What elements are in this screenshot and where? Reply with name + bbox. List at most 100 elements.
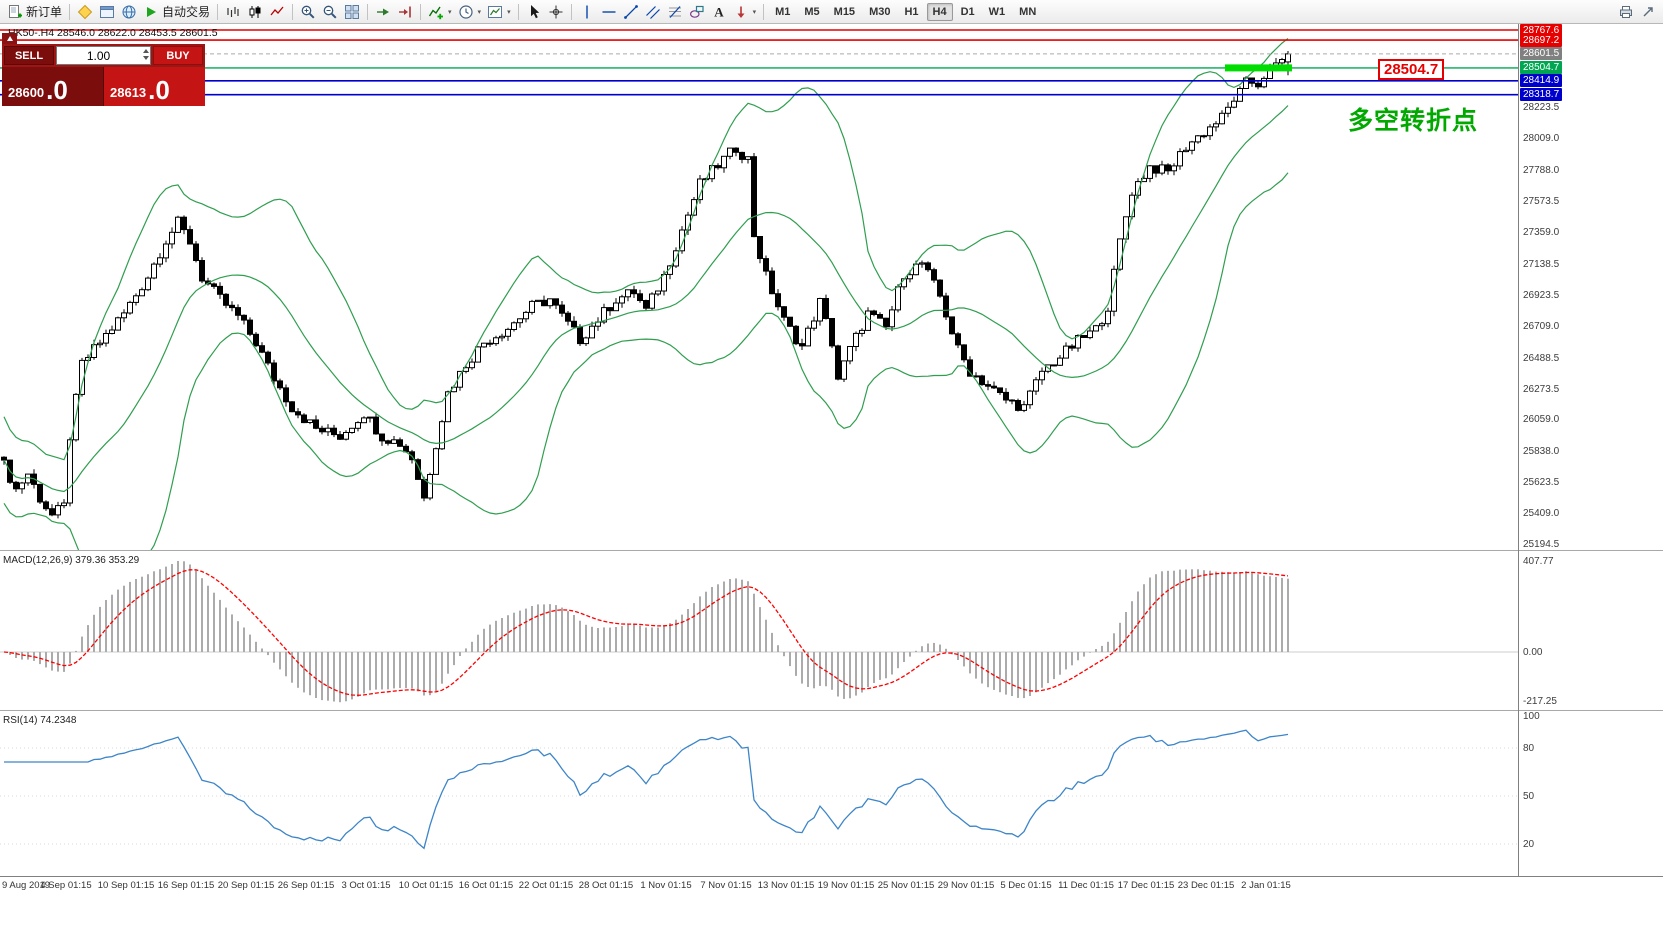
time-label: 7 Nov 01:15 — [700, 880, 752, 891]
timeframe-mn[interactable]: MN — [1019, 5, 1037, 18]
cursor-button[interactable] — [523, 0, 545, 24]
templates-button[interactable]: ▾ — [484, 0, 514, 24]
chart-shift-button[interactable] — [394, 0, 416, 24]
time-label: 11 Dec 01:15 — [1058, 880, 1114, 891]
hlines-layer — [0, 29, 1518, 96]
linechart-icon — [269, 4, 285, 20]
dropdown-caret-icon[interactable]: ▾ — [448, 8, 452, 16]
trendline-button[interactable] — [620, 0, 642, 24]
fullscreen-button[interactable] — [1637, 0, 1659, 24]
macd-axis-tick: 0.00 — [1523, 647, 1543, 658]
buy-button[interactable]: BUY — [153, 46, 203, 65]
buy-price-main: 28613 — [110, 85, 147, 100]
volume-input[interactable] — [56, 46, 151, 65]
candlestick-chart-button[interactable] — [244, 0, 266, 24]
globe-icon — [121, 4, 137, 20]
time-label: 28 Oct 01:15 — [578, 880, 634, 891]
price-tick: 25194.5 — [1523, 539, 1560, 550]
chart-annotation-text: 多空转折点 — [1348, 107, 1479, 135]
terminal-button[interactable] — [96, 0, 118, 24]
timeframe-m1[interactable]: M1 — [775, 5, 791, 18]
line-chart-button[interactable] — [266, 0, 288, 24]
news-button[interactable] — [118, 0, 140, 24]
arrows-icon — [733, 4, 749, 20]
channel-button[interactable] — [642, 0, 664, 24]
vline-icon — [579, 4, 595, 20]
trendline-icon — [623, 4, 639, 20]
periods-button[interactable]: ▾ — [455, 0, 485, 24]
trade-panel-price-row: 28600 .0 28613 .0 — [2, 67, 205, 106]
buy-price-button[interactable]: 28613 .0 — [104, 67, 205, 106]
terminal-icon — [99, 4, 115, 20]
sell-price-button[interactable]: 28600 .0 — [2, 67, 104, 106]
text-icon: A — [711, 4, 727, 20]
print-button[interactable] — [1615, 0, 1637, 24]
price-axis[interactable]: 28223.5 28009.0 27788.0 27573.5 27359.0 27138… — [1519, 24, 1662, 877]
rsi-axis-tick: 20 — [1523, 839, 1535, 850]
fibonacci-button[interactable] — [664, 0, 686, 24]
hline-icon — [601, 4, 617, 20]
time-label: 4 Sep 01:15 — [40, 880, 92, 891]
sell-price-main: 28600 — [8, 85, 45, 100]
trade-panel-top-row: SELL BUY — [2, 44, 205, 67]
price-tick: 25623.5 — [1523, 477, 1560, 489]
dropdown-caret-icon[interactable]: ▾ — [507, 8, 511, 16]
macd-layer — [0, 561, 1518, 703]
time-label: 16 Sep 01:15 — [157, 880, 215, 891]
bars-icon — [225, 4, 241, 20]
price-tick: 27359.0 — [1523, 227, 1560, 238]
timeframe-h4[interactable]: H4 — [926, 2, 953, 21]
timeframe-d1[interactable]: D1 — [960, 5, 975, 18]
autotrading-button[interactable]: 自动交易 — [140, 0, 213, 24]
rsi-axis-tick: 80 — [1523, 743, 1535, 754]
volume-increase-icon[interactable] — [143, 49, 149, 53]
neworder-icon — [7, 4, 23, 20]
one-click-trade-panel: SELL BUY 28600 .0 28613 .0 — [2, 33, 205, 106]
tile-windows-button[interactable] — [341, 0, 363, 24]
crosshair-button[interactable] — [545, 0, 567, 24]
horizontal-line-button[interactable] — [598, 0, 620, 24]
toolbar-separator — [217, 3, 219, 20]
price-tick: 26709.0 — [1523, 320, 1560, 332]
sell-button[interactable]: SELL — [4, 46, 54, 65]
macd-axis-tick: -217.25 — [1523, 695, 1557, 707]
dropdown-caret-icon[interactable]: ▾ — [752, 8, 757, 16]
indicators-icon — [428, 4, 444, 20]
crosshair-icon — [548, 4, 564, 20]
time-label: 17 Dec 01:15 — [1117, 880, 1175, 891]
cursor-icon — [526, 4, 542, 20]
price-tick: 27788.0 — [1523, 165, 1560, 177]
time-label: 20 Sep 01:15 — [217, 880, 275, 891]
new-order-button[interactable]: 新订单 — [4, 0, 65, 24]
time-axis[interactable]: 9 Aug 2019 4 Sep 01:15 10 Sep 01:15 16 Sep … — [0, 878, 1663, 894]
timeframe-m15[interactable]: M15 — [833, 5, 856, 18]
time-label: 2 Jan 01:15 — [1241, 880, 1291, 891]
indicators-button[interactable]: ▾ — [425, 0, 455, 24]
fibo-icon — [667, 4, 683, 20]
time-label: 5 Dec 01:15 — [1000, 880, 1052, 891]
metaeditor-button[interactable] — [74, 0, 96, 24]
timeframe-m30[interactable]: M30 — [869, 5, 891, 18]
time-label: 22 Oct 01:15 — [518, 880, 574, 891]
dropdown-caret-icon[interactable]: ▾ — [477, 8, 482, 16]
vertical-line-button[interactable] — [576, 0, 598, 24]
rsi-axis-tick: 50 — [1523, 791, 1535, 802]
timeframe-h1[interactable]: H1 — [904, 5, 919, 18]
timeframe-w1[interactable]: W1 — [988, 5, 1006, 18]
timeframe-m5[interactable]: M5 — [804, 5, 820, 18]
new-order-button-label: 新订单 — [26, 5, 63, 19]
price-line-label: 28601.5 — [1520, 47, 1563, 61]
auto-scroll-button[interactable] — [372, 0, 394, 24]
time-label: 29 Nov 01:15 — [937, 880, 995, 891]
autotrading-icon — [143, 4, 159, 20]
zoom-out-button[interactable] — [319, 0, 341, 24]
arrows-tool-button[interactable]: ▾ — [730, 0, 760, 24]
trade-panel-collapse-button[interactable] — [2, 33, 17, 44]
volume-decrease-icon[interactable] — [143, 56, 149, 60]
zoom-in-button[interactable] — [297, 0, 319, 24]
text-tool-button[interactable]: A — [708, 0, 730, 24]
bar-chart-button[interactable] — [222, 0, 244, 24]
shapes-button[interactable] — [686, 0, 708, 24]
